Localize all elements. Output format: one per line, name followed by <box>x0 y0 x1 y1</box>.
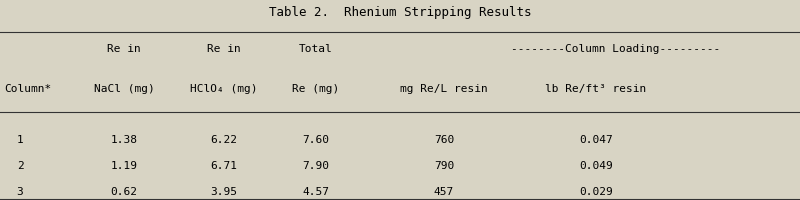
Text: 6.22: 6.22 <box>210 134 238 144</box>
Text: 1: 1 <box>17 134 23 144</box>
Text: mg Re/L resin: mg Re/L resin <box>400 84 488 94</box>
Text: Total: Total <box>299 44 333 54</box>
Text: 2: 2 <box>17 160 23 170</box>
Text: HClO₄ (mg): HClO₄ (mg) <box>190 84 258 94</box>
Text: 790: 790 <box>434 160 454 170</box>
Text: 3.95: 3.95 <box>210 186 238 196</box>
Text: --------Column Loading---------: --------Column Loading--------- <box>511 44 721 54</box>
Text: 0.62: 0.62 <box>110 186 138 196</box>
Text: 7.90: 7.90 <box>302 160 330 170</box>
Text: Re (mg): Re (mg) <box>292 84 340 94</box>
Text: 6.71: 6.71 <box>210 160 238 170</box>
Text: Column*: Column* <box>4 84 51 94</box>
Text: Re in: Re in <box>107 44 141 54</box>
Text: Re in: Re in <box>207 44 241 54</box>
Text: 0.049: 0.049 <box>579 160 613 170</box>
Text: 0.047: 0.047 <box>579 134 613 144</box>
Text: 457: 457 <box>434 186 454 196</box>
Text: 7.60: 7.60 <box>302 134 330 144</box>
Text: Table 2.  Rhenium Stripping Results: Table 2. Rhenium Stripping Results <box>269 6 531 19</box>
Text: 1.19: 1.19 <box>110 160 138 170</box>
Text: 760: 760 <box>434 134 454 144</box>
Text: 3: 3 <box>17 186 23 196</box>
Text: 4.57: 4.57 <box>302 186 330 196</box>
Text: NaCl (mg): NaCl (mg) <box>94 84 154 94</box>
Text: 1.38: 1.38 <box>110 134 138 144</box>
Text: lb Re/ft³ resin: lb Re/ft³ resin <box>546 84 646 94</box>
Text: 0.029: 0.029 <box>579 186 613 196</box>
